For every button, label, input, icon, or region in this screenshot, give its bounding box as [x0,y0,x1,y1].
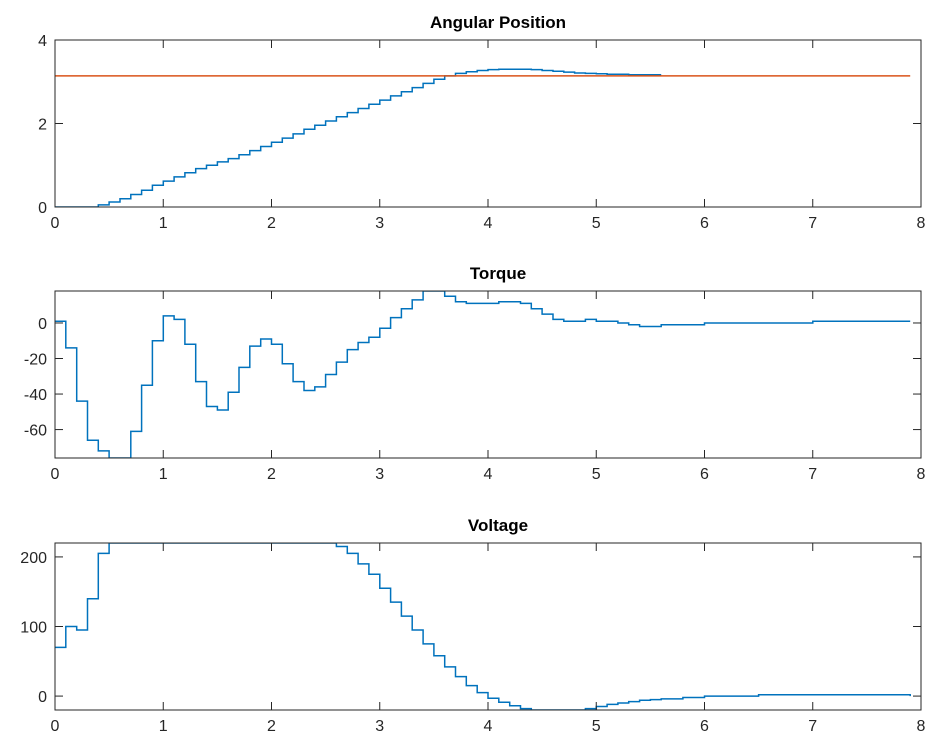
plot-title: Torque [470,264,526,283]
x-tick-label: 7 [808,466,817,483]
x-tick-label: 3 [375,466,384,483]
series-line-1 [55,291,911,458]
x-tick-label: 0 [51,718,60,735]
x-tick-label: 6 [700,466,709,483]
y-tick-label: -20 [24,352,47,369]
series-line-1 [55,68,662,207]
plot-title: Voltage [468,516,528,535]
x-tick-label: 6 [700,215,709,232]
y-tick-label: -60 [24,423,47,440]
y-tick-label: 100 [20,620,47,637]
axes-box [54,542,922,711]
y-tick-label: 2 [38,117,47,134]
y-tick-label: 4 [38,33,47,50]
x-tick-label: 0 [51,466,60,483]
x-tick-label: 4 [484,215,493,232]
x-tick-label: 5 [592,215,601,232]
x-tick-label: 1 [159,718,168,735]
subplot-2: 0 1 2 3 4 5 6 7 8 0 -20 -40 -60 Torque [24,264,926,483]
x-tick-label: 8 [917,466,926,483]
x-tick-label: 3 [375,215,384,232]
y-tick-label: 0 [38,316,47,333]
x-tick-label: 8 [917,718,926,735]
x-tick-label: 2 [267,718,276,735]
x-tick-label: 1 [159,466,168,483]
x-tick-label: 7 [808,215,817,232]
x-tick-label: 6 [700,718,709,735]
series-line-1 [55,543,911,710]
y-tick-label: 200 [20,550,47,567]
x-tick-label: 5 [592,466,601,483]
subplot-1: 0 1 2 3 4 5 6 7 8 0 2 4 Angular Position [38,13,925,232]
x-tick-label: 3 [375,718,384,735]
x-tick-label: 1 [159,215,168,232]
axes-box [54,39,922,208]
plot-title: Angular Position [430,13,566,32]
axes-box [54,290,922,459]
x-tick-label: 7 [808,718,817,735]
subplot-3: 0 1 2 3 4 5 6 7 8 0 100 200 Voltage [20,516,925,735]
y-tick-label: 0 [38,689,47,706]
x-tick-label: 0 [51,215,60,232]
x-tick-label: 8 [917,215,926,232]
x-tick-label: 4 [484,718,493,735]
y-tick-label: -40 [24,387,47,404]
x-tick-label: 2 [267,466,276,483]
x-tick-label: 4 [484,466,493,483]
y-tick-label: 0 [38,200,47,217]
x-tick-label: 5 [592,718,601,735]
x-tick-label: 2 [267,215,276,232]
